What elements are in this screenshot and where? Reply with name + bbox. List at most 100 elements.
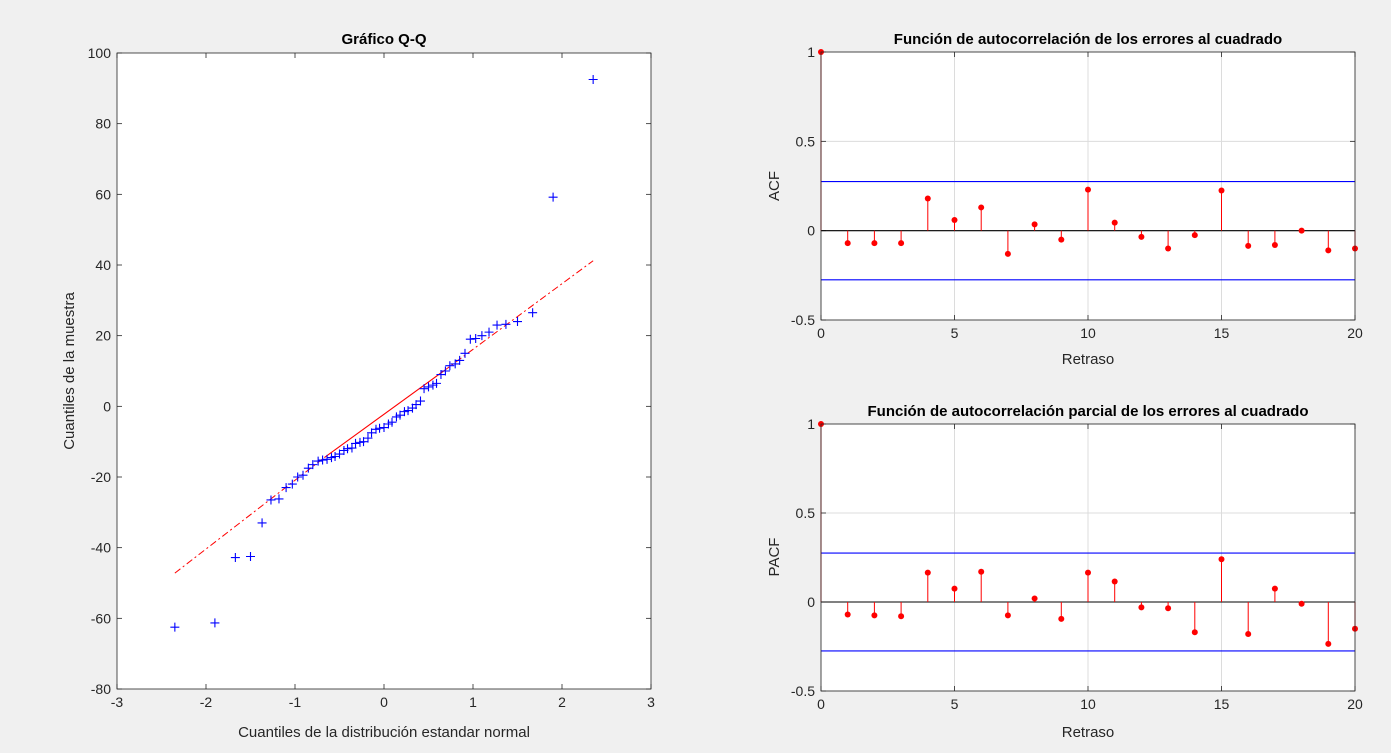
pacf-stem-marker <box>1138 604 1145 611</box>
acf-stem-marker <box>951 216 958 223</box>
qq-point <box>513 317 522 327</box>
acf-stem-marker <box>978 204 985 211</box>
acf-stem-marker <box>1031 221 1038 228</box>
qq-ytick-label: -60 <box>91 610 111 626</box>
acf-plot-ylabel: ACF <box>766 171 783 201</box>
qq-point <box>548 192 558 202</box>
qq-point <box>484 327 494 337</box>
pacf-stem-marker <box>951 585 958 592</box>
qq-point <box>375 423 385 433</box>
qq-point <box>471 333 481 343</box>
qq-point <box>501 319 511 329</box>
qq-point <box>465 334 475 344</box>
qq-ytick-label: 20 <box>95 328 111 344</box>
acf-xtick-label: 20 <box>1347 325 1363 341</box>
qq-ytick-label: -40 <box>91 540 111 556</box>
acf-plot-title: Función de autocorrelación de los errore… <box>894 31 1282 48</box>
qq-ytick-label: -80 <box>91 681 111 697</box>
pacf-xtick-label: 15 <box>1214 696 1230 712</box>
acf-stem-marker <box>1085 186 1091 193</box>
qq-point <box>387 417 397 427</box>
pacf-xtick-label: 5 <box>951 696 959 712</box>
pacf-axes-frame <box>820 423 1356 692</box>
qq-point <box>415 396 425 406</box>
qq-point <box>230 553 240 563</box>
qq-ytick-label: -20 <box>91 469 111 485</box>
qq-xtick-label: 3 <box>647 694 655 710</box>
qq-xtick-label: -2 <box>200 694 213 710</box>
qq-ytick-label: 0 <box>103 398 111 414</box>
qq-point <box>445 361 455 371</box>
qq-point <box>528 308 538 318</box>
acf-stem-marker <box>1165 245 1172 252</box>
qq-point <box>322 454 332 464</box>
qq-point <box>399 407 409 417</box>
qq-point <box>293 472 303 482</box>
qq-axes-frame <box>116 52 652 690</box>
acf-axes-frame <box>820 51 1356 321</box>
qq-point <box>383 419 393 429</box>
pacf-stem-marker <box>1085 569 1091 576</box>
qq-point <box>326 453 336 463</box>
qq-point <box>588 75 598 84</box>
pacf-stem-marker <box>1298 600 1305 607</box>
qq-point <box>343 444 353 454</box>
pacf-stem-marker <box>1058 615 1065 622</box>
acf-stem-marker <box>1004 250 1011 257</box>
pacf-plot-xlabel: Retraso <box>1062 724 1115 741</box>
acf-stem-marker <box>1191 232 1198 239</box>
acf-stem-marker <box>1218 187 1225 194</box>
acf-stem-marker <box>924 195 931 202</box>
qq-point <box>210 618 220 628</box>
qq-ytick-label: 80 <box>95 116 111 132</box>
qq-xtick-label: 0 <box>380 694 388 710</box>
pacf-ytick-label: 1 <box>807 416 815 432</box>
qq-point <box>308 460 318 470</box>
qq-point <box>371 424 381 434</box>
qq-xtick-label: 2 <box>558 694 566 710</box>
pacf-stem-marker <box>978 568 985 575</box>
qq-point <box>170 622 180 632</box>
qq-point <box>298 470 308 480</box>
acf-xtick-label: 5 <box>951 325 959 341</box>
pacf-stem-marker <box>1165 605 1172 612</box>
qq-point <box>440 366 450 376</box>
acf-stem-marker <box>1325 247 1332 254</box>
qq-plot: Gráfico Q-Q Cuantiles de la distribución… <box>61 31 655 741</box>
qq-point <box>318 455 328 465</box>
qq-point <box>347 443 357 453</box>
pacf-stem-marker <box>1031 595 1038 602</box>
qq-plot-xlabel: Cuantiles de la distribución estandar no… <box>238 724 530 741</box>
pacf-ytick-label: 0.5 <box>796 505 816 521</box>
pacf-stem-marker <box>924 569 931 576</box>
qq-point <box>455 355 465 365</box>
acf-stem-marker <box>1245 242 1252 249</box>
pacf-plot: Función de autocorrelación parcial de lo… <box>766 403 1363 741</box>
qq-point <box>432 378 442 388</box>
qq-point <box>281 483 291 493</box>
qq-point <box>313 456 323 466</box>
acf-plot: Función de autocorrelación de los errore… <box>766 31 1363 368</box>
qq-point <box>355 437 365 447</box>
pacf-xtick-label: 0 <box>817 696 825 712</box>
qq-point <box>428 380 438 390</box>
qq-point <box>460 348 470 358</box>
qq-point <box>351 438 361 448</box>
pacf-stem-marker <box>844 611 851 618</box>
pacf-stem-marker <box>1191 629 1198 636</box>
pacf-xtick-label: 10 <box>1080 696 1096 712</box>
qq-point <box>363 433 373 443</box>
pacf-ytick-label: 0 <box>807 594 815 610</box>
qq-point <box>419 384 429 394</box>
qq-xtick-label: 1 <box>469 694 477 710</box>
acf-stem-marker <box>871 240 878 247</box>
qq-point <box>266 495 276 505</box>
pacf-stem-marker <box>1218 556 1225 563</box>
qq-point <box>477 331 487 341</box>
qq-plot-area <box>117 53 651 689</box>
pacf-plot-ylabel: PACF <box>766 538 783 577</box>
pacf-stem-marker <box>871 612 878 619</box>
qq-point <box>246 552 255 561</box>
qq-xtick-label: -1 <box>289 694 302 710</box>
